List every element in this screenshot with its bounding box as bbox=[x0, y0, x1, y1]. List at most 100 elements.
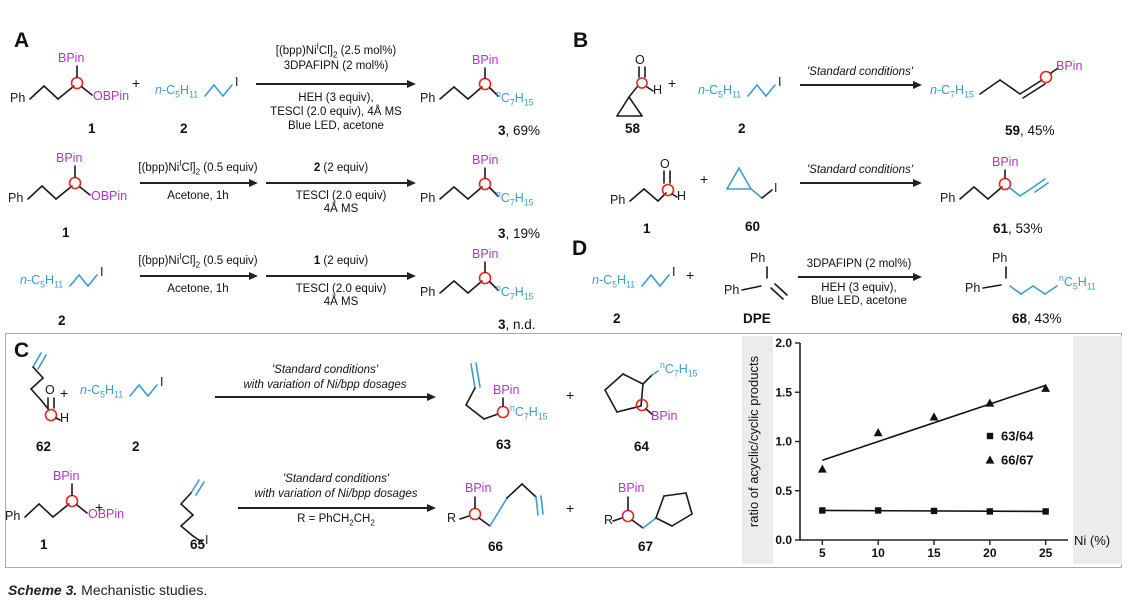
compound-2-structure: n-C5H11 I bbox=[80, 372, 180, 406]
compound-59-structure: n-C7H15 BPin bbox=[930, 59, 1100, 115]
bpin-label: BPin bbox=[465, 481, 492, 495]
compound-2-structure: n-C5H11 I bbox=[155, 72, 255, 106]
compound-number: 63 bbox=[496, 437, 512, 452]
svg-text:1.0: 1.0 bbox=[775, 435, 792, 449]
hydrogen-label: H bbox=[653, 83, 663, 97]
compound-58-structure: O H bbox=[608, 53, 683, 120]
compound-3-structure: BPin Ph nC7H15 bbox=[420, 246, 545, 326]
compound-2-structure: n-C5H11 I bbox=[20, 262, 120, 296]
compound-number: 1 bbox=[643, 221, 651, 236]
pentyl-label: n-C5H11 bbox=[592, 273, 636, 290]
r-group-label: R bbox=[604, 513, 614, 527]
reaction-arrow bbox=[140, 275, 256, 277]
panel-d-label: D bbox=[572, 237, 588, 260]
compound-number: 1 bbox=[88, 121, 96, 136]
hydrogen-label: H bbox=[677, 189, 687, 203]
product-yield: 3, 19% bbox=[498, 226, 541, 241]
conditions-text: with variation of Ni/bpp dosages bbox=[254, 488, 418, 500]
compound-64-structure: nC7H15 BPin bbox=[595, 360, 715, 445]
compound-number: DPE bbox=[743, 311, 771, 326]
plus-sign: + bbox=[95, 499, 104, 515]
compound-3-structure: BPin Ph nC7H15 bbox=[420, 152, 545, 232]
panel-c-label: C bbox=[14, 339, 30, 362]
compound-1-aldehyde-structure: O Ph H bbox=[610, 157, 715, 222]
conditions-text: 4Å MS bbox=[323, 296, 359, 308]
bpin-label: BPin bbox=[618, 481, 645, 495]
conditions-text: 3DPAFIPN (2 mol%) bbox=[806, 258, 912, 270]
svg-text:ratio of acyclic/cyclic produc: ratio of acyclic/cyclic products bbox=[746, 355, 761, 527]
scheme-caption: Scheme 3. Mechanistic studies. bbox=[8, 582, 207, 598]
conditions-text: [(bpp)NiICl]2 (2.5 mol%) bbox=[275, 42, 397, 60]
conditions-text: Acetone, 1h bbox=[167, 190, 229, 202]
oxygen-label: O bbox=[45, 383, 55, 397]
conditions-text: HEH (3 equiv), bbox=[298, 92, 374, 104]
plus-sign: + bbox=[700, 171, 709, 187]
bpin-label: BPin bbox=[992, 155, 1019, 169]
compound-number: 2 bbox=[58, 313, 66, 328]
conditions-text: TESCl (2.0 equiv), 4Å MS bbox=[270, 106, 402, 118]
chart-canvas: 5 10 15 20 25 0.0 0.5 1.0 1.5 2.0 Ni (%) ratio of a… bbox=[742, 336, 1122, 564]
bpin-label: BPin bbox=[651, 409, 678, 423]
compound-number: 66 bbox=[488, 539, 504, 554]
reaction-arrow bbox=[215, 396, 434, 398]
iodine-label: I bbox=[235, 75, 239, 89]
pentyl-label: n-C5H11 bbox=[20, 273, 64, 290]
phenyl-label: Ph bbox=[750, 251, 766, 265]
compound-2-structure: n-C5H11 I bbox=[698, 72, 798, 106]
conditions-text: TESCl (2.0 equiv) bbox=[295, 190, 387, 202]
iodine-label: I bbox=[100, 265, 104, 279]
heptyl-label: nC7H15 bbox=[660, 359, 698, 379]
panel-a-label: A bbox=[14, 29, 30, 52]
compound-60-structure: I bbox=[722, 160, 802, 218]
compound-number: 62 bbox=[36, 439, 52, 454]
phenyl-label: Ph bbox=[420, 285, 436, 299]
product-yield: 59, 45% bbox=[1005, 123, 1055, 138]
svg-text:5: 5 bbox=[819, 546, 826, 560]
compound-1-structure: BPin Ph OBPin bbox=[8, 151, 133, 230]
compound-3-structure: BPin Ph nC7H15 bbox=[420, 52, 545, 132]
conditions-text: Blue LED, acetone bbox=[811, 295, 907, 307]
panel-b-label: B bbox=[573, 29, 589, 52]
plus-sign: + bbox=[566, 387, 575, 403]
plus-sign: + bbox=[566, 500, 575, 516]
bpin-label: BPin bbox=[472, 153, 499, 167]
oxygen-label: O bbox=[635, 53, 645, 67]
r-group-label: R bbox=[447, 511, 457, 525]
compound-66-structure: BPin R bbox=[443, 466, 548, 546]
product-yield: 61, 53% bbox=[993, 221, 1043, 236]
svg-text:1.5: 1.5 bbox=[775, 385, 792, 399]
compound-1-structure: BPin Ph OBPin bbox=[10, 51, 135, 130]
plus-sign: + bbox=[686, 267, 695, 283]
conditions-text: with variation of Ni/bpp dosages bbox=[243, 379, 407, 391]
compound-68-structure: Ph Ph nC5H11 bbox=[960, 246, 1110, 316]
reaction-arrow bbox=[266, 275, 414, 277]
bpin-label: BPin bbox=[58, 51, 85, 65]
conditions-text: Blue LED, acetone bbox=[288, 120, 384, 132]
heptyl-label: n-C7H15 bbox=[930, 83, 974, 100]
conditions-text: [(bpp)NiICl]2 (0.5 equiv) bbox=[138, 159, 258, 177]
conditions-text: 'Standard conditions' bbox=[271, 364, 379, 376]
obpin-label: OBPin bbox=[88, 507, 125, 521]
phenyl-label: Ph bbox=[10, 91, 26, 105]
compound-number: 1 bbox=[62, 225, 70, 240]
conditions-text: R = PhCH2CH2 bbox=[297, 513, 375, 528]
iodine-label: I bbox=[672, 265, 676, 279]
reaction-arrow bbox=[256, 83, 414, 85]
compound-number: 65 bbox=[190, 537, 206, 552]
reaction-arrow bbox=[238, 507, 434, 509]
conditions-text: Acetone, 1h bbox=[167, 283, 229, 295]
bpin-label: BPin bbox=[472, 247, 499, 261]
compound-number: 2 bbox=[613, 311, 621, 326]
phenyl-label: Ph bbox=[5, 509, 21, 523]
bpin-label: BPin bbox=[56, 151, 83, 165]
phenyl-label: Ph bbox=[420, 191, 436, 205]
compound-number: 2 bbox=[738, 121, 746, 136]
dpe-structure: Ph Ph bbox=[722, 246, 802, 318]
bpin-label: BPin bbox=[472, 53, 499, 67]
compound-62-structure: O H bbox=[15, 350, 85, 442]
compound-63-structure: BPin nC7H15 bbox=[455, 358, 555, 453]
svg-text:63/64: 63/64 bbox=[1001, 429, 1034, 444]
plus-sign: + bbox=[132, 75, 141, 91]
heptyl-label: nC7H15 bbox=[496, 282, 534, 302]
